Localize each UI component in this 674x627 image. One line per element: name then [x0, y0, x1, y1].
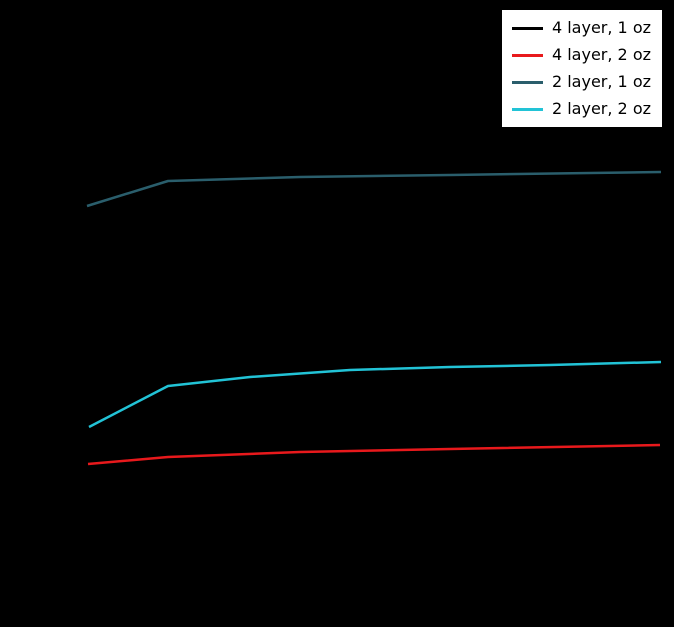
series-line-4-layer-1-oz [87, 452, 661, 475]
legend-label: 2 layer, 1 oz [551, 72, 651, 91]
legend-line-swatch [511, 26, 543, 30]
series-line-2-layer-1-oz [86, 170, 662, 208]
series-group [86, 170, 662, 475]
legend-label: 2 layer, 2 oz [551, 99, 651, 118]
legend-label: 4 layer, 1 oz [551, 18, 651, 37]
legend-line-swatch [511, 53, 543, 57]
legend-line-swatch [511, 107, 543, 111]
legend-line-swatch [511, 80, 543, 84]
series-line-2-layer-2-oz [88, 360, 662, 429]
legend-item: 4 layer, 2 oz [511, 45, 651, 65]
series-line-4-layer-2-oz [87, 443, 661, 466]
legend-item: 2 layer, 2 oz [511, 99, 651, 119]
legend-item: 4 layer, 1 oz [511, 18, 651, 38]
legend-label: 4 layer, 2 oz [551, 45, 651, 64]
legend: 4 layer, 1 oz 4 layer, 2 oz 2 layer, 1 oz 2… [500, 9, 663, 128]
legend-item: 2 layer, 1 oz [511, 72, 651, 92]
